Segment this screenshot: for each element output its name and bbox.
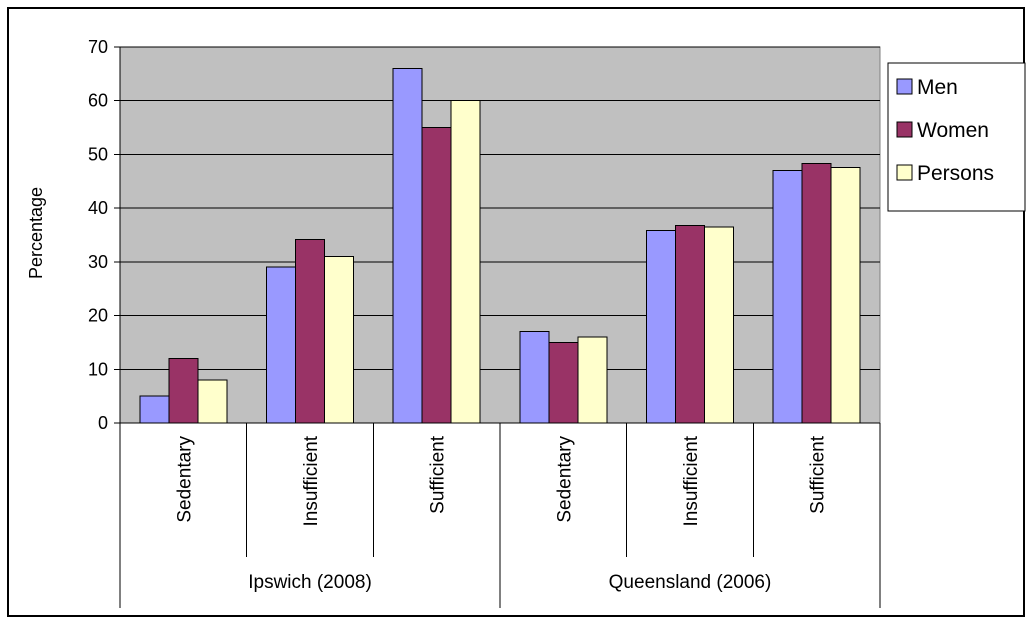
category-label: Sufficient — [428, 435, 449, 514]
axes — [114, 46, 881, 608]
bar-persons-0 — [197, 379, 228, 424]
y-tick-label: 50 — [88, 144, 108, 164]
legend-label-women: Women — [917, 119, 989, 142]
plot-area — [119, 46, 881, 424]
y-tick-label: 70 — [88, 37, 108, 57]
bar-women-1 — [295, 238, 325, 424]
category-label: Insufficient — [301, 435, 322, 526]
legend-swatch-women — [896, 121, 913, 138]
y-tick-label: 40 — [88, 198, 108, 218]
bars — [139, 67, 861, 424]
bar-women-2 — [421, 127, 452, 424]
bar-men-2 — [392, 67, 423, 424]
legend-label-men: Men — [917, 76, 958, 99]
category-label: Sufficient — [808, 435, 829, 514]
bar-men-5 — [772, 170, 803, 424]
category-label: Sedentary — [554, 436, 575, 523]
y-tick-label: 60 — [88, 91, 108, 111]
bar-men-4 — [646, 230, 676, 424]
group-label: Ipswich (2008) — [248, 572, 372, 593]
bar-persons-2 — [450, 100, 481, 424]
bar-women-5 — [801, 163, 832, 424]
bar-persons-4 — [704, 226, 734, 424]
category-label: Sedentary — [174, 436, 195, 523]
y-tick-label: 30 — [88, 252, 108, 272]
legend-label-persons: Persons — [917, 162, 994, 185]
bar-men-3 — [519, 331, 550, 424]
bar-persons-1 — [324, 255, 354, 424]
group-label: Queensland (2006) — [609, 572, 772, 593]
bar-persons-3 — [577, 336, 608, 424]
y-tick-label: 20 — [88, 306, 108, 326]
gridlines — [120, 46, 880, 370]
y-tick-labels: 0 10 20 30 40 50 60 70 — [88, 37, 108, 433]
y-tick-label: 0 — [98, 413, 108, 433]
category-labels: Sedentary Insufficient Sufficient Sedentary… — [174, 435, 828, 526]
y-axis-title: Percentage — [26, 187, 46, 279]
legend-swatch-persons — [896, 164, 913, 181]
bar-women-0 — [168, 358, 199, 424]
legend-swatch-men — [896, 78, 913, 95]
y-tick-label: 10 — [88, 359, 108, 379]
group-labels: Ipswich (2008) Queensland (2006) — [248, 572, 771, 593]
bar-men-1 — [266, 266, 296, 424]
bar-persons-5 — [830, 166, 861, 424]
legend: Men Women Persons — [887, 62, 1026, 212]
bar-men-0 — [139, 395, 170, 424]
category-label: Insufficient — [681, 435, 702, 526]
bar-women-4 — [675, 224, 705, 424]
bar-women-3 — [548, 341, 579, 424]
